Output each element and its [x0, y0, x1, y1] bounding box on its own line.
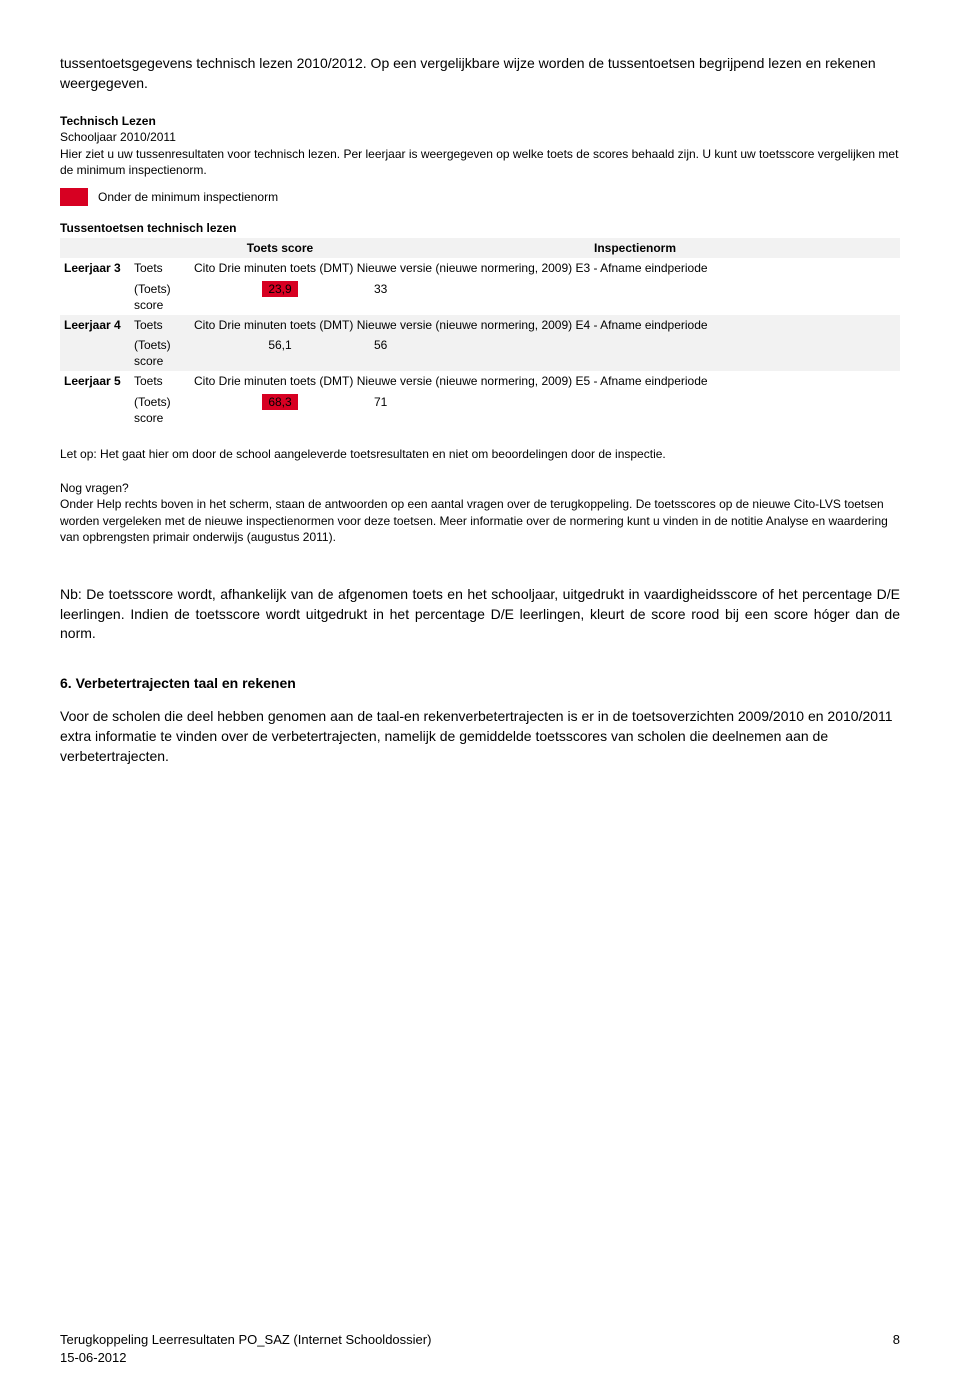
section6-body: Voor de scholen die deel hebben genomen … — [60, 707, 900, 766]
score-cell: 23,9 — [190, 279, 370, 315]
nb-text: De toetsscore wordt, afhankelijk van de … — [60, 586, 900, 641]
toets-name-cell: Cito Drie minuten toets (DMT) Nieuwe ver… — [190, 315, 900, 335]
footer-line2: 15-06-2012 — [60, 1349, 431, 1367]
page-footer: Terugkoppeling Leerresultaten PO_SAZ (In… — [60, 1331, 900, 1367]
report-desc: Hier ziet u uw tussenresultaten voor tec… — [60, 146, 900, 178]
leerjaar-cell: Leerjaar 5 — [60, 371, 130, 391]
toets-name-cell: Cito Drie minuten toets (DMT) Nieuwe ver… — [190, 258, 900, 278]
score-value-red: 23,9 — [262, 281, 297, 297]
th-norm: Inspectienorm — [370, 238, 900, 258]
nog-vragen-title: Nog vragen? — [60, 480, 900, 496]
nb-prefix: Nb: — [60, 586, 82, 602]
th-score: Toets score — [190, 238, 370, 258]
nb-paragraph: Nb: De toetsscore wordt, afhankelijk van… — [60, 585, 900, 644]
th-empty2 — [130, 238, 190, 258]
table-title: Tussentoetsen technisch lezen — [60, 220, 900, 236]
norm-cell: 33 — [370, 279, 900, 315]
metric-toets-label: Toets — [130, 371, 190, 391]
toets-table: Toets score Inspectienorm Leerjaar 3Toet… — [60, 238, 900, 428]
letop-note: Let op: Het gaat hier om door de school … — [60, 446, 900, 462]
footer-page-number: 8 — [893, 1331, 900, 1367]
leerjaar-empty — [60, 279, 130, 315]
leerjaar-cell: Leerjaar 4 — [60, 315, 130, 335]
legend-swatch — [60, 188, 88, 206]
nog-vragen-body: Onder Help rechts boven in het scherm, s… — [60, 496, 900, 545]
metric-score-label: (Toets) score — [130, 335, 190, 371]
legend-label: Onder de minimum inspectienorm — [98, 189, 278, 205]
norm-cell: 71 — [370, 392, 900, 428]
leerjaar-empty — [60, 392, 130, 428]
toets-name-cell: Cito Drie minuten toets (DMT) Nieuwe ver… — [190, 371, 900, 391]
leerjaar-cell: Leerjaar 3 — [60, 258, 130, 278]
metric-toets-label: Toets — [130, 258, 190, 278]
score-value-red: 68,3 — [262, 394, 297, 410]
score-value: 56,1 — [268, 338, 291, 352]
legend-row: Onder de minimum inspectienorm — [60, 188, 900, 206]
score-cell: 68,3 — [190, 392, 370, 428]
score-cell: 56,1 — [190, 335, 370, 371]
report-block: Technisch Lezen Schooljaar 2010/2011 Hie… — [60, 113, 900, 545]
intro-paragraph: tussentoetsgegevens technisch lezen 2010… — [60, 54, 900, 93]
footer-line1: Terugkoppeling Leerresultaten PO_SAZ (In… — [60, 1331, 431, 1349]
th-empty1 — [60, 238, 130, 258]
metric-score-label: (Toets) score — [130, 279, 190, 315]
report-schooljaar: Schooljaar 2010/2011 — [60, 129, 900, 145]
report-title: Technisch Lezen — [60, 113, 900, 129]
metric-score-label: (Toets) score — [130, 392, 190, 428]
norm-cell: 56 — [370, 335, 900, 371]
leerjaar-empty — [60, 335, 130, 371]
metric-toets-label: Toets — [130, 315, 190, 335]
section6-heading: 6. Verbetertrajecten taal en rekenen — [60, 674, 900, 694]
